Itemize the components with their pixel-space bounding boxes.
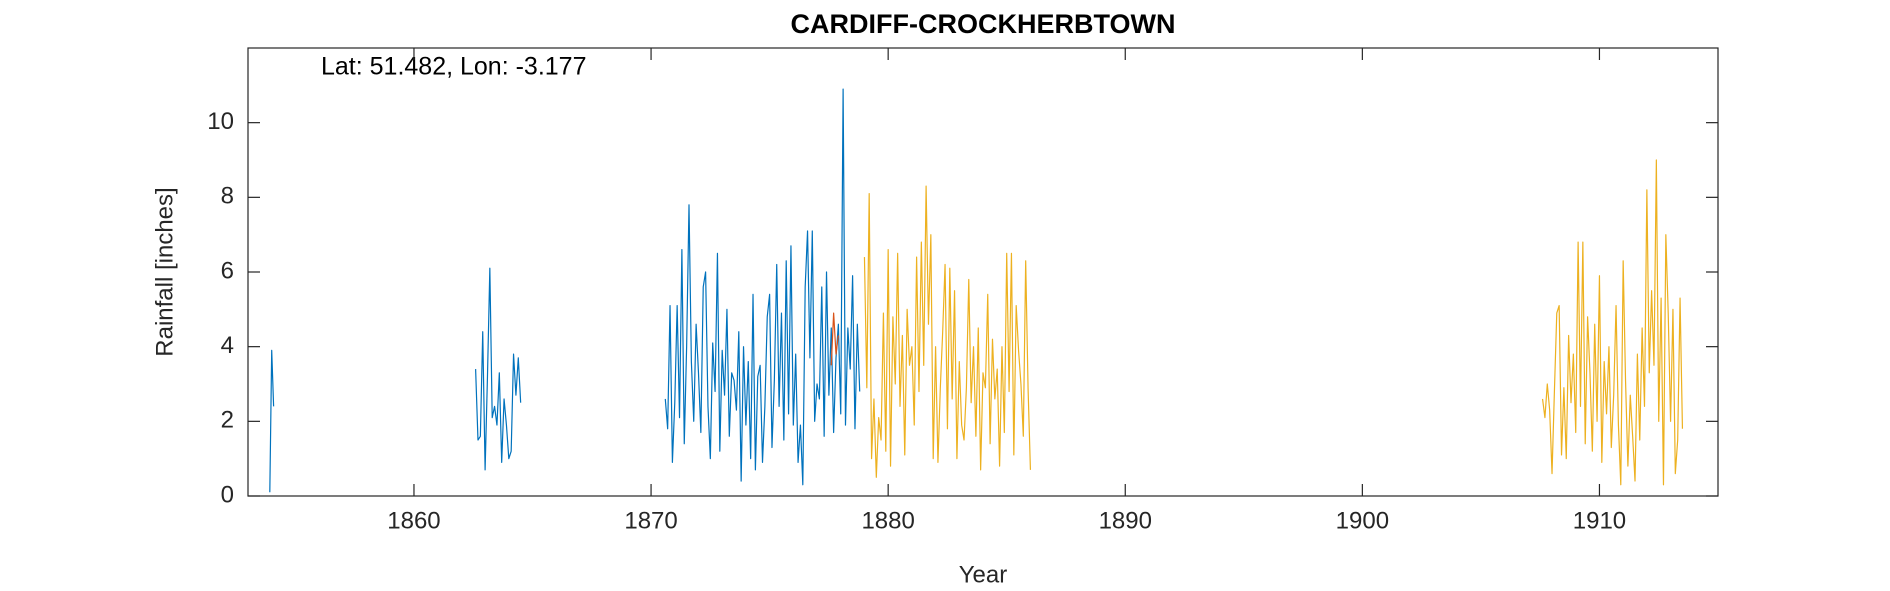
annotation: Lat: 51.482, Lon: -3.177 — [321, 53, 587, 81]
x-tick-label: 1900 — [1336, 507, 1389, 534]
x-tick-label: 1860 — [387, 507, 440, 534]
data-line — [863, 159, 1684, 486]
y-tick-label: 6 — [221, 257, 234, 284]
axes-box — [247, 47, 1719, 497]
y-tick-label: 0 — [221, 481, 234, 508]
y-tick-label: 8 — [221, 183, 234, 210]
data-line — [830, 312, 839, 366]
data-line — [269, 88, 861, 493]
x-tick-label: 1910 — [1573, 507, 1626, 534]
y-axis-label: Rainfall [inches] — [151, 187, 178, 356]
x-tick-label: 1880 — [861, 507, 914, 534]
x-tick-label: 1890 — [1099, 507, 1152, 534]
x-axis-label: Year — [959, 561, 1008, 588]
y-tick-label: 2 — [221, 407, 234, 434]
y-tick-label: 10 — [207, 108, 234, 135]
chart-title: CARDIFF-CROCKHERBTOWN — [791, 9, 1176, 39]
x-tick-label: 1870 — [624, 507, 677, 534]
y-tick-label: 4 — [221, 332, 234, 359]
